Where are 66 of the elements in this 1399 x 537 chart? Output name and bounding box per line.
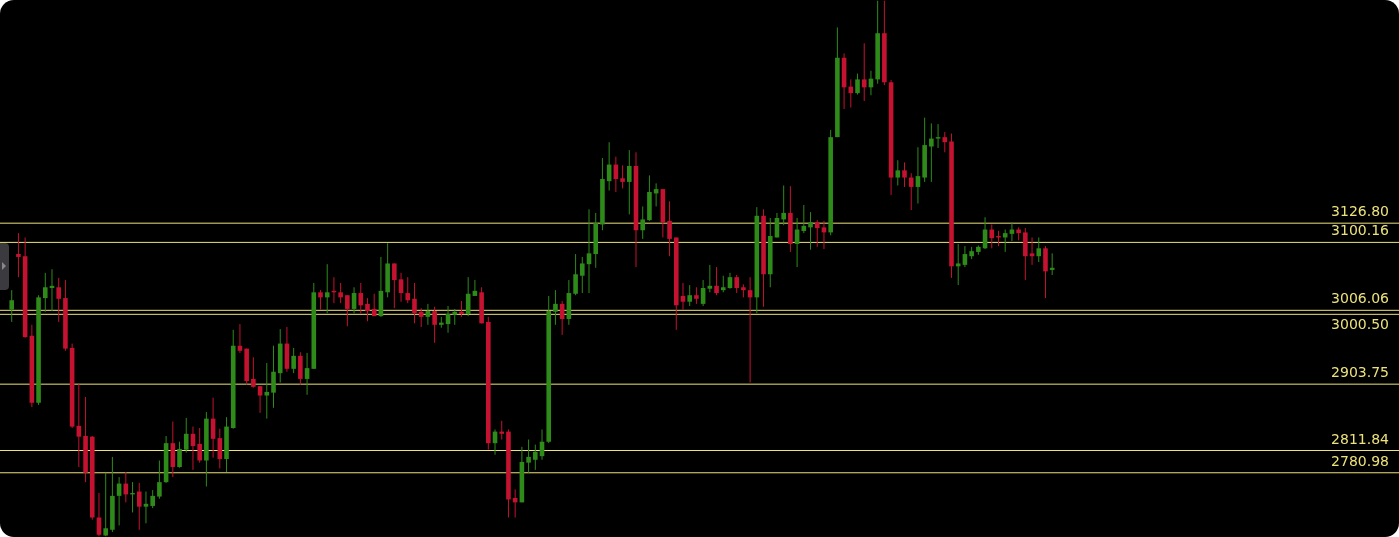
candlestick [667,200,672,257]
ref-line-label: 3000.50 [1331,316,1389,333]
candlestick [640,205,646,240]
candlestick [499,420,505,441]
candlestick [955,243,961,286]
candlestick [1043,245,1048,299]
candlestick [781,185,786,226]
candlestick [1036,236,1042,263]
candlestick [533,444,538,471]
candlestick [687,284,692,307]
candlestick [526,439,531,474]
candlestick [324,263,330,314]
candlestick [365,297,370,322]
candlestick [989,223,995,249]
candlestick [264,362,270,420]
candlestick [103,472,108,537]
candlestick [895,159,901,186]
candlestick [157,459,162,500]
candlestick [412,282,417,324]
ref-line-label: 2903.75 [1331,364,1389,381]
ref-line-label: 2811.84 [1331,430,1390,447]
candlestick [553,289,558,326]
candlestick [251,356,256,389]
candlestick [432,306,437,344]
ref-line-label: 3126.80 [1331,203,1389,220]
candlestick [338,282,343,304]
candlestick [358,282,364,314]
ref-line-label: 3006.06 [1331,290,1390,307]
candlestick [942,131,948,153]
candlestick [1029,236,1035,266]
candlestick [929,122,934,183]
candlestick [197,427,202,464]
candlestick [1023,227,1028,281]
candlestick [861,42,867,102]
candlestick [345,294,350,327]
candlestick [56,277,61,323]
candlestick [714,266,719,296]
candlestick [143,491,149,524]
candlestick [734,274,739,294]
candlestick [183,417,189,454]
candlestick [298,351,303,386]
candlestick [908,172,914,211]
candlestick [573,253,578,296]
candlestick [257,385,263,414]
candlestick [271,345,276,409]
candlestick [42,272,48,313]
candlestick [136,482,142,531]
candlestick [620,164,625,189]
candlestick [814,219,820,248]
candlestick [580,256,585,294]
candlestick [405,276,411,304]
candlestick [9,289,15,323]
candlestick [935,123,941,149]
candlestick [808,211,813,251]
candlestick [626,149,632,215]
candlestick [150,489,155,509]
candlestick [318,289,323,311]
candlestick [291,347,296,374]
ref-line-label: 3100.16 [1331,222,1390,239]
candlestick [855,73,860,96]
candlestick [16,232,21,278]
candlestick [392,262,397,309]
candlestick [177,441,182,469]
candlestick [707,264,713,293]
ref-line-label: 2780.98 [1331,452,1389,469]
candlestick [902,161,907,188]
